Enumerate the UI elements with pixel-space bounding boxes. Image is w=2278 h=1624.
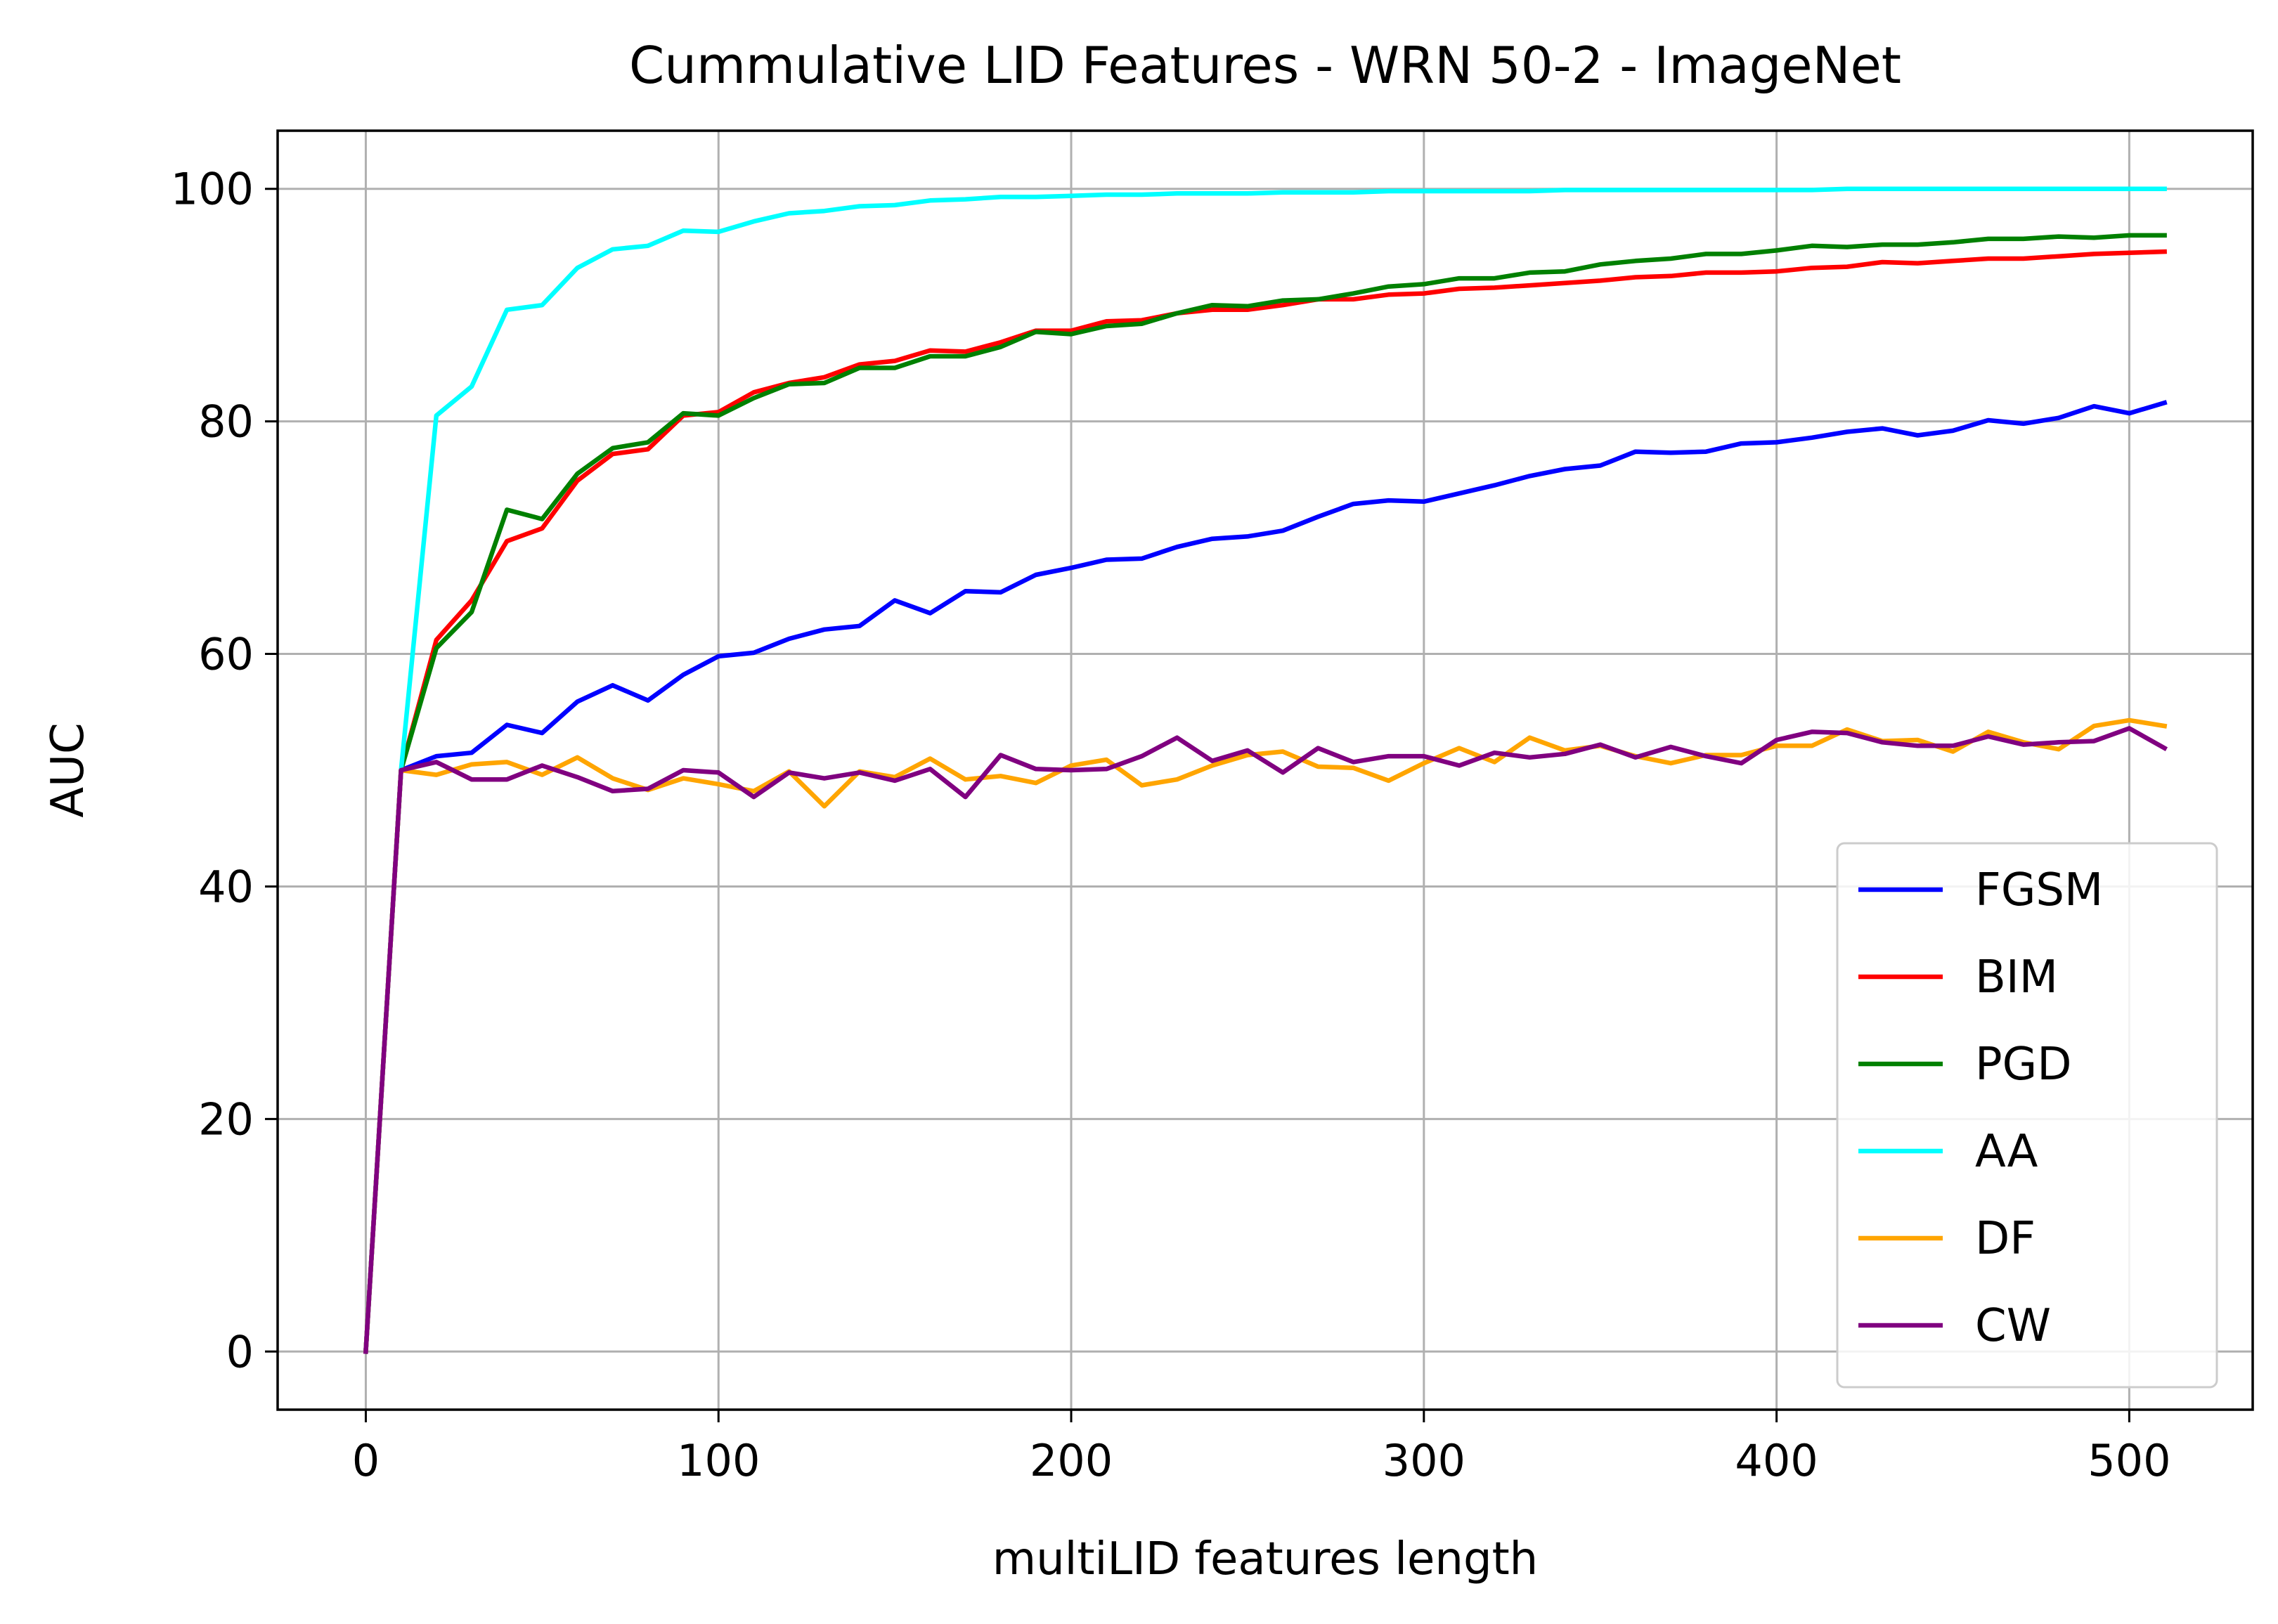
legend-label: PGD: [1975, 1039, 2071, 1091]
y-tick-label: 40: [198, 861, 254, 912]
legend-label: DF: [1975, 1213, 2036, 1265]
y-axis-label: AUC: [42, 722, 94, 817]
y-tick-label: 100: [171, 164, 254, 215]
legend-item: FGSM: [1858, 864, 2103, 916]
legend: FGSM BIM PGD AA DF CW: [1836, 842, 2218, 1389]
series-line-cw: [363, 726, 2168, 1354]
legend-item: CW: [1858, 1300, 2051, 1352]
x-tick-label: 100: [677, 1435, 760, 1486]
series-line-aa: [363, 186, 2167, 1354]
series-line-fgsm: [363, 400, 2168, 1354]
legend-item: PGD: [1858, 1039, 2071, 1091]
legend-item: AA: [1858, 1126, 2038, 1178]
legend-label: CW: [1975, 1300, 2051, 1352]
x-axis-label: multiLID features length: [992, 1533, 1538, 1585]
x-tick-label: 0: [352, 1435, 380, 1486]
legend-item: BIM: [1858, 951, 2058, 1003]
y-axis-ticks: 0 20 40 60 80 100: [171, 164, 278, 1377]
chart-title: Cummulative LID Features - WRN 50-2 - Im…: [629, 36, 1901, 95]
y-tick-label: 80: [198, 396, 254, 448]
y-tick-label: 20: [198, 1093, 254, 1145]
y-tick-label: 60: [198, 629, 254, 680]
x-tick-label: 400: [1735, 1435, 1818, 1486]
x-tick-label: 500: [2088, 1435, 2170, 1486]
series-line-bim: [363, 249, 2167, 1354]
legend-box: [1836, 842, 2218, 1389]
plot-area-frame: [276, 129, 2254, 1411]
y-tick-label: 0: [226, 1326, 254, 1377]
series-line-pgd: [363, 233, 2167, 1354]
x-tick-label: 300: [1383, 1435, 1465, 1486]
x-tick-label: 200: [1030, 1435, 1113, 1486]
x-axis-ticks: 0 100 200 300 400 500: [352, 1410, 2171, 1486]
series-lines: [363, 186, 2168, 1354]
legend-label: AA: [1975, 1126, 2038, 1178]
legend-item: DF: [1858, 1213, 2036, 1265]
legend-label: BIM: [1975, 951, 2058, 1003]
legend-label: FGSM: [1975, 864, 2103, 916]
